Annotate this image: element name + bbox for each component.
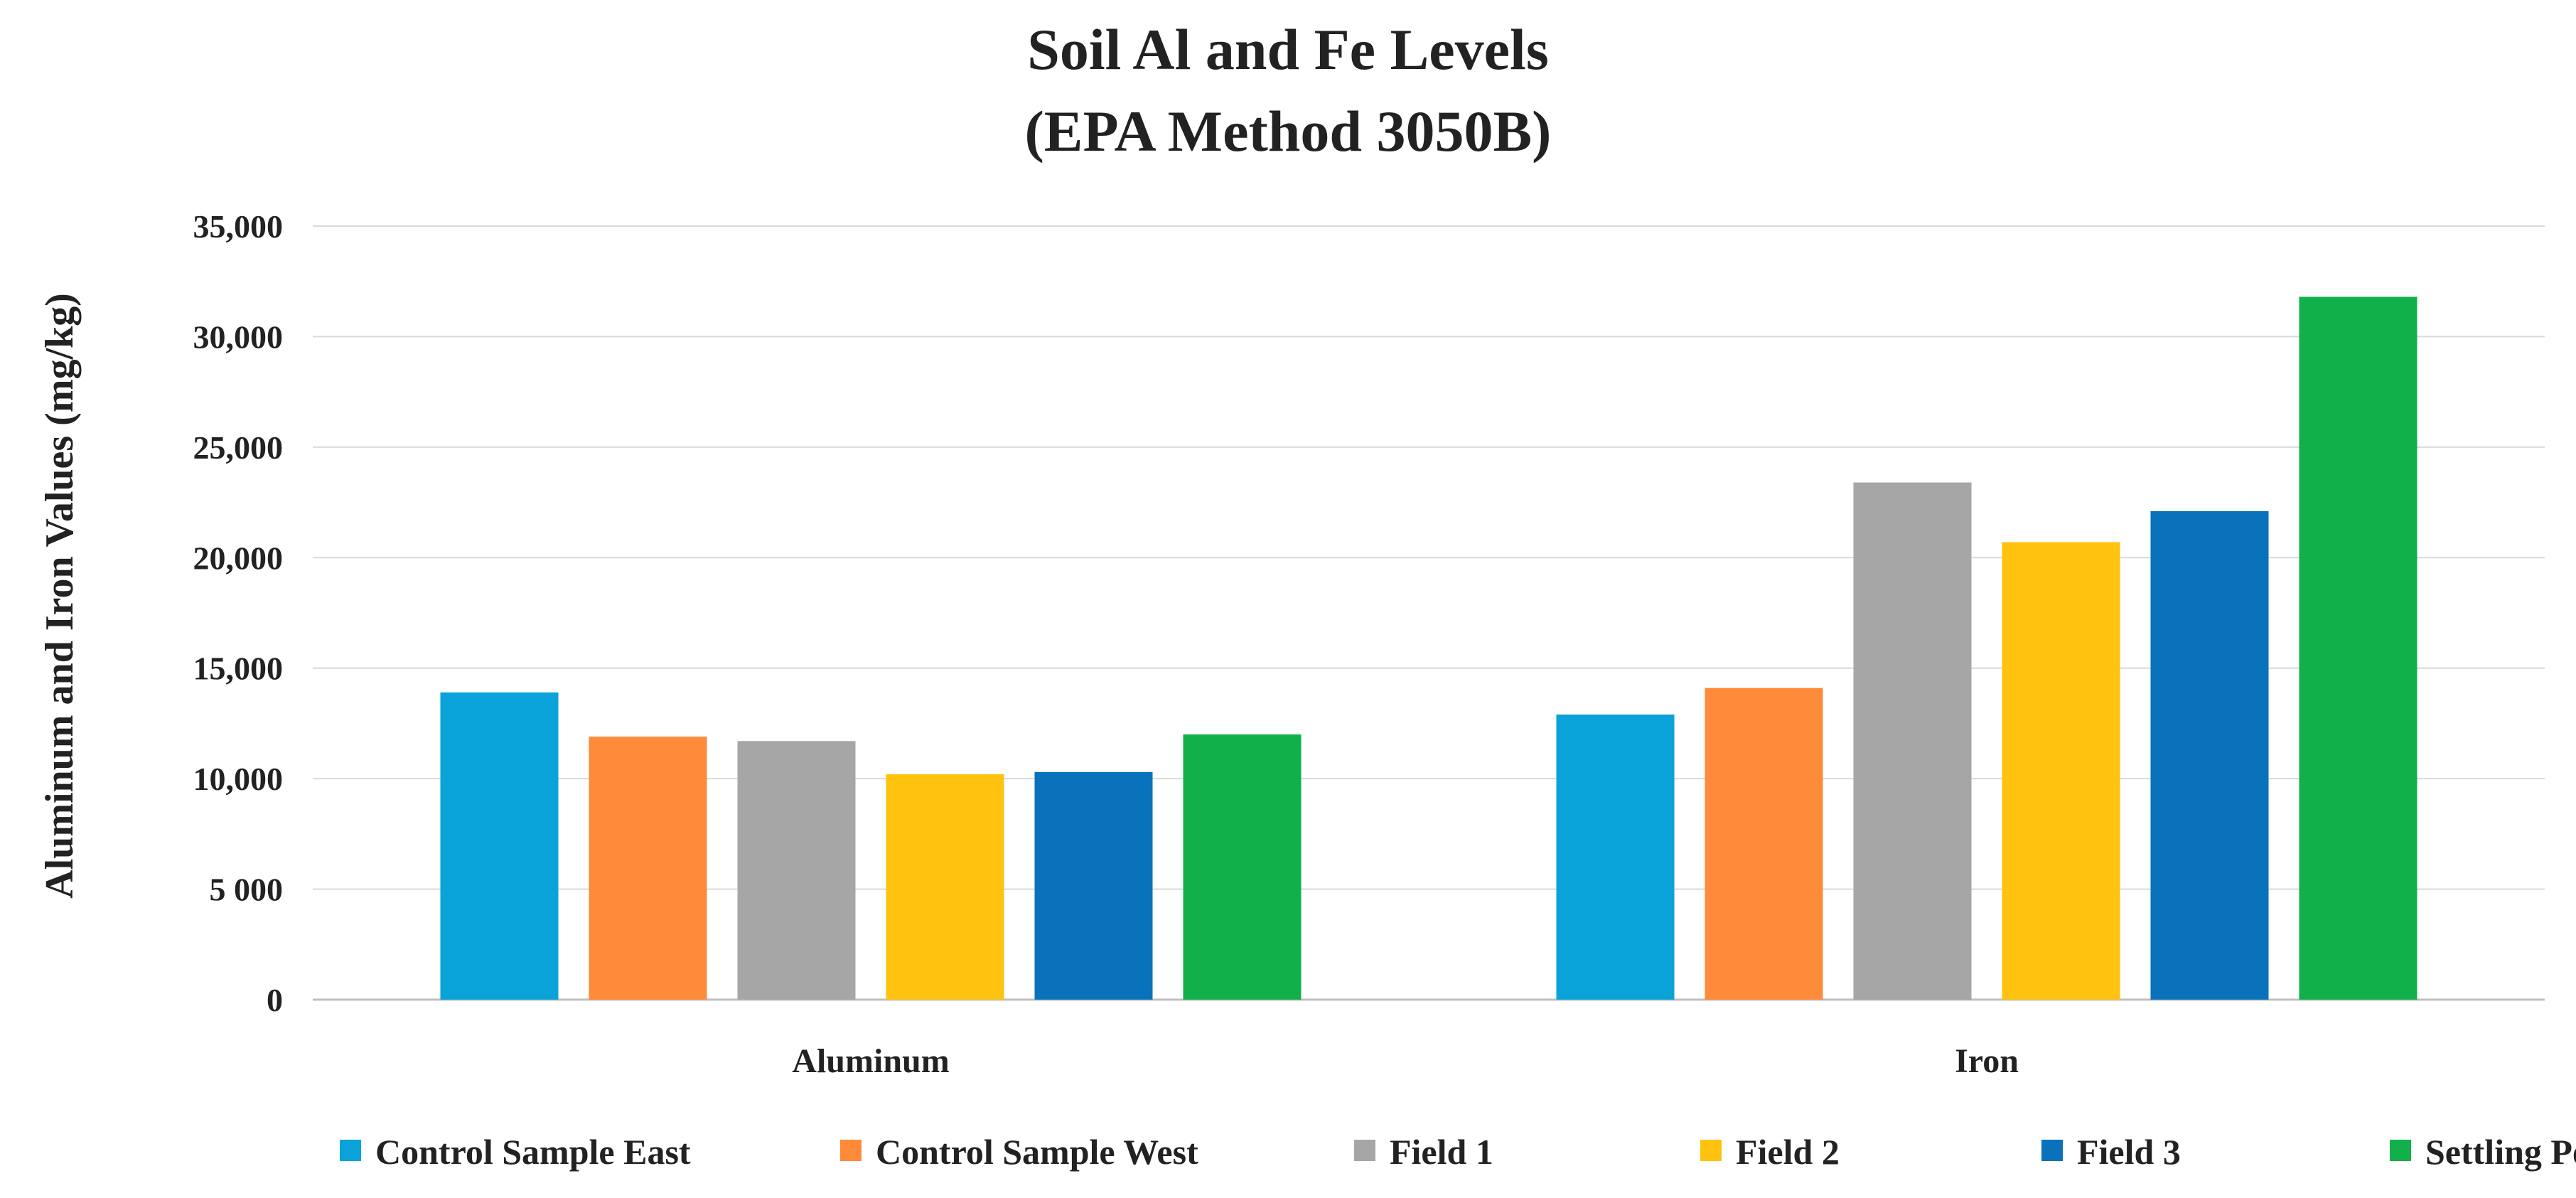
- chart-title-line-2: (EPA Method 3050B): [1024, 99, 1551, 164]
- x-axis-categories: Aluminum Iron: [792, 1042, 2019, 1080]
- legend-swatch: [1354, 1140, 1375, 1161]
- y-tick-label: 30,000: [193, 319, 284, 355]
- legend-label: Field 2: [1736, 1132, 1840, 1172]
- bar-iron-control-sample-west: [1705, 688, 1823, 1000]
- y-tick-label: 20,000: [193, 540, 284, 576]
- legend-swatch: [2041, 1140, 2063, 1161]
- legend-label: Field 1: [1390, 1132, 1493, 1172]
- x-category-label: Aluminum: [792, 1042, 949, 1080]
- legend-swatch: [1700, 1140, 1722, 1161]
- y-tick-label: 10,000: [193, 761, 284, 797]
- y-tick-label: 0: [267, 982, 283, 1018]
- bar-aluminum-settling-pond: [1183, 734, 1302, 1000]
- bar-aluminum-field-3: [1034, 771, 1153, 1000]
- bar-iron-control-sample-east: [1556, 714, 1675, 1000]
- bar-iron-field-3: [2150, 511, 2269, 1000]
- bar-iron-field-1: [1853, 482, 1972, 1000]
- y-axis-ticks: 0 5 000 10,000 15,000 20,000 25,000 30,000 35,0…: [193, 208, 284, 1018]
- legend-label: Field 3: [2077, 1132, 2181, 1172]
- legend-swatch: [340, 1140, 361, 1161]
- x-category-label: Iron: [1955, 1042, 2019, 1080]
- legend-label: Control Sample East: [375, 1132, 691, 1172]
- y-tick-label: 15,000: [193, 651, 284, 687]
- legend-label: Control Sample West: [876, 1132, 1198, 1172]
- legend-swatch: [2390, 1140, 2411, 1161]
- bar-aluminum-control-sample-west: [589, 737, 707, 1000]
- y-tick-label: 5 000: [210, 872, 284, 908]
- bar-aluminum-field-1: [737, 741, 856, 1000]
- y-tick-label: 25,000: [193, 429, 284, 466]
- chart-title-line-1: Soil Al and Fe Levels: [1027, 17, 1549, 82]
- y-axis-label: Aluminum and Iron Values (mg/kg): [38, 293, 82, 899]
- bar-aluminum-field-2: [886, 774, 1004, 1000]
- bar-iron-field-2: [2002, 542, 2120, 1000]
- legend-swatch: [840, 1140, 862, 1161]
- y-tick-label: 35,000: [193, 208, 284, 245]
- bars: [440, 296, 2417, 1000]
- bar-iron-settling-pond: [2299, 296, 2417, 1000]
- legend: Control Sample East Control Sample West Fi…: [340, 1132, 2576, 1172]
- bar-aluminum-control-sample-east: [440, 692, 559, 1000]
- legend-label: Settling Pond: [2425, 1132, 2576, 1172]
